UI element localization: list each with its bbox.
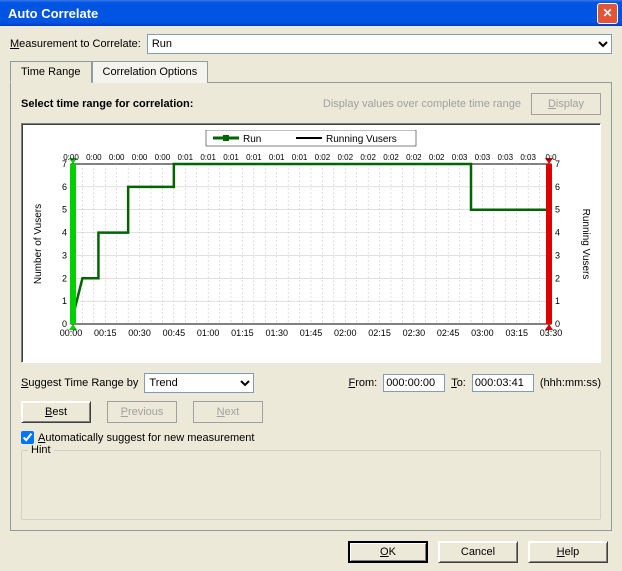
svg-text:0:02: 0:02	[383, 153, 399, 162]
svg-text:02:45: 02:45	[437, 328, 460, 338]
svg-text:0:02: 0:02	[337, 153, 353, 162]
cancel-button[interactable]: Cancel	[438, 541, 518, 563]
instruction-text: Select time range for correlation:	[21, 98, 193, 110]
legend-vusers: Running Vusers	[326, 134, 397, 145]
svg-text:2: 2	[555, 273, 560, 283]
display-button: Display	[531, 93, 601, 115]
to-label: To:	[451, 377, 466, 389]
svg-text:0:02: 0:02	[315, 153, 331, 162]
time-format-hint: (hhh:mm:ss)	[540, 377, 601, 389]
svg-text:5: 5	[555, 205, 560, 215]
svg-text:0:00: 0:00	[132, 153, 148, 162]
chart-svg: Run Running Vusers	[28, 130, 594, 356]
svg-text:02:30: 02:30	[403, 328, 426, 338]
previous-button: Previous	[107, 401, 177, 423]
left-range-handle[interactable]	[69, 158, 77, 330]
tabs: Time Range Correlation Options	[10, 60, 612, 82]
instruction-row: Select time range for correlation: Displ…	[21, 93, 601, 115]
svg-text:0:00: 0:00	[155, 153, 171, 162]
svg-text:0:03: 0:03	[475, 153, 491, 162]
hint-legend: Hint	[28, 444, 54, 456]
svg-text:0:03: 0:03	[452, 153, 468, 162]
svg-text:1: 1	[555, 296, 560, 306]
svg-text:01:45: 01:45	[300, 328, 323, 338]
auto-suggest-row: Automatically suggest for new measuremen…	[21, 431, 601, 444]
svg-text:0:00: 0:00	[86, 153, 102, 162]
svg-text:01:15: 01:15	[231, 328, 254, 338]
svg-text:01:00: 01:00	[197, 328, 220, 338]
right-range-handle[interactable]	[545, 158, 553, 330]
svg-text:0:01: 0:01	[223, 153, 239, 162]
svg-text:4: 4	[62, 228, 67, 238]
svg-text:0:03: 0:03	[520, 153, 536, 162]
svg-text:0:01: 0:01	[200, 153, 216, 162]
svg-text:3: 3	[62, 250, 67, 260]
svg-text:00:00: 00:00	[60, 328, 83, 338]
from-label: From:	[348, 377, 377, 389]
svg-text:0:00: 0:00	[109, 153, 125, 162]
nav-button-row: Best Previous Next	[21, 401, 601, 423]
best-button[interactable]: Best	[21, 401, 91, 423]
svg-text:00:45: 00:45	[163, 328, 186, 338]
svg-text:6: 6	[62, 182, 67, 192]
range-row: Suggest Time Range by Trend From: To: (h…	[21, 373, 601, 393]
svg-text:03:00: 03:00	[471, 328, 494, 338]
svg-text:0:00: 0:00	[63, 153, 79, 162]
dialog-content: Measurement to Correlate: Run Time Range…	[0, 26, 622, 571]
svg-text:1: 1	[62, 296, 67, 306]
svg-text:5: 5	[62, 205, 67, 215]
svg-text:03:30: 03:30	[540, 328, 563, 338]
measurement-row: Measurement to Correlate: Run	[10, 34, 612, 54]
svg-text:03:15: 03:15	[505, 328, 528, 338]
next-button: Next	[193, 401, 263, 423]
svg-text:02:00: 02:00	[334, 328, 357, 338]
svg-text:0:01: 0:01	[246, 153, 262, 162]
legend-run: Run	[243, 134, 261, 145]
suggest-label: Suggest Time Range by	[21, 377, 138, 389]
auto-suggest-label: Automatically suggest for new measuremen…	[38, 432, 254, 444]
chart-area[interactable]: Run Running Vusers	[21, 123, 601, 363]
tab-correlation-options[interactable]: Correlation Options	[92, 61, 209, 83]
y-left-label: Number of Vusers	[33, 204, 44, 284]
help-button[interactable]: Help	[528, 541, 608, 563]
svg-text:02:15: 02:15	[368, 328, 391, 338]
trend-select[interactable]: Trend	[144, 373, 254, 393]
svg-text:0:01: 0:01	[177, 153, 193, 162]
auto-suggest-checkbox[interactable]	[21, 431, 34, 444]
svg-text:00:15: 00:15	[94, 328, 117, 338]
tab-time-range[interactable]: Time Range	[10, 61, 92, 83]
svg-text:0:02: 0:02	[360, 153, 376, 162]
svg-text:2: 2	[62, 273, 67, 283]
svg-text:0:02: 0:02	[406, 153, 422, 162]
svg-text:0:0: 0:0	[545, 153, 557, 162]
close-icon[interactable]: ✕	[597, 3, 618, 24]
footer-buttons: OK Cancel Help	[10, 541, 612, 563]
svg-text:0:01: 0:01	[292, 153, 308, 162]
to-input[interactable]	[472, 374, 534, 392]
measurement-label: Measurement to Correlate:	[10, 38, 141, 50]
y-right-label: Running Vusers	[580, 209, 591, 280]
display-hint: Display values over complete time range	[323, 98, 521, 110]
svg-text:4: 4	[555, 228, 560, 238]
svg-text:01:30: 01:30	[265, 328, 288, 338]
hint-groupbox: Hint	[21, 450, 601, 520]
window-title: Auto Correlate	[8, 6, 98, 21]
titlebar: Auto Correlate ✕	[0, 0, 622, 26]
svg-text:00:30: 00:30	[128, 328, 151, 338]
svg-text:6: 6	[555, 182, 560, 192]
svg-text:0:03: 0:03	[497, 153, 513, 162]
svg-text:0:01: 0:01	[269, 153, 285, 162]
svg-text:0:02: 0:02	[429, 153, 445, 162]
svg-text:3: 3	[555, 250, 560, 260]
tab-panel: Select time range for correlation: Displ…	[10, 82, 612, 531]
ok-button[interactable]: OK	[348, 541, 428, 563]
measurement-select[interactable]: Run	[147, 34, 612, 54]
from-input[interactable]	[383, 374, 445, 392]
